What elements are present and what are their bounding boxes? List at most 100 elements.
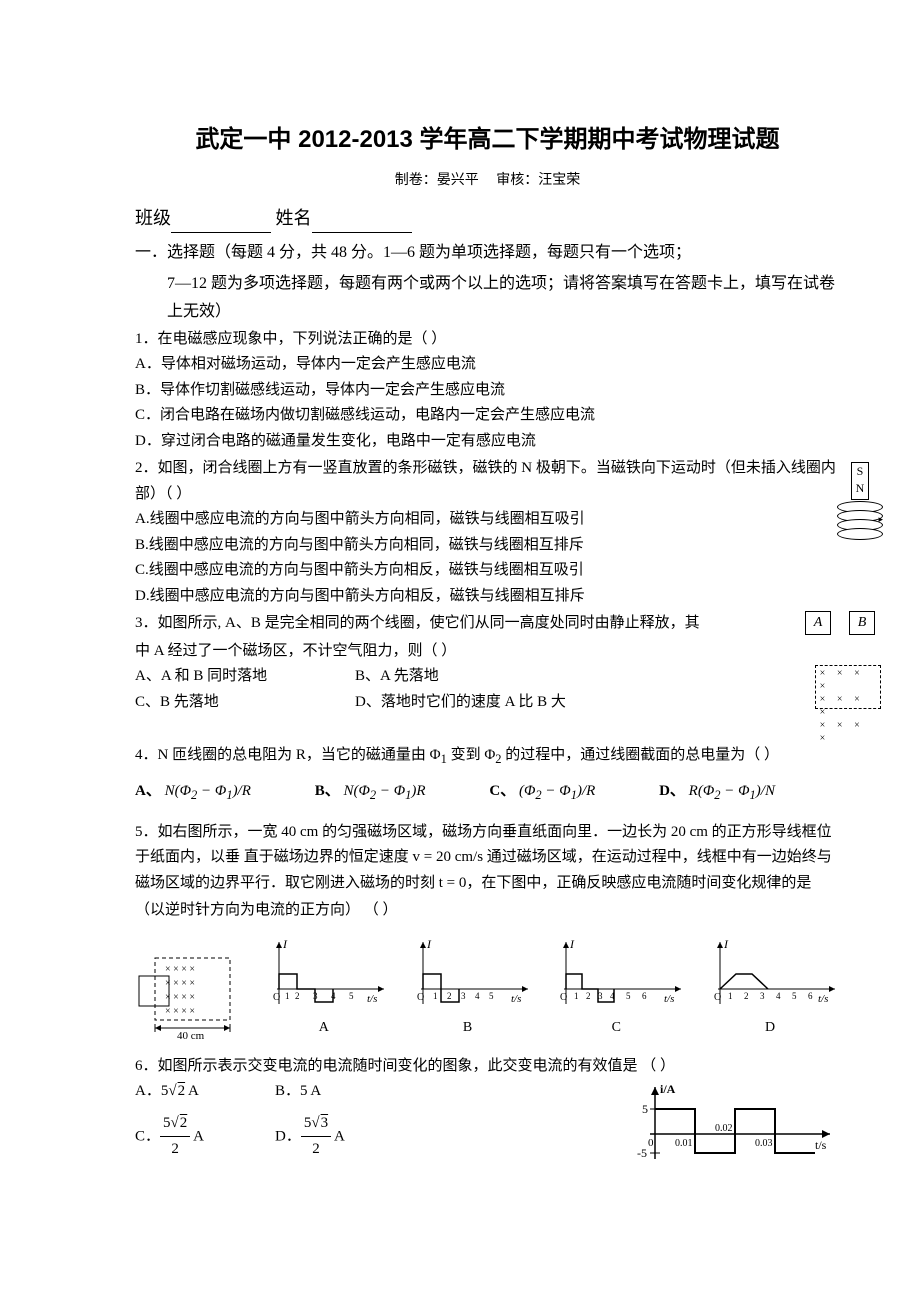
q4-stem: 4．N 匝线圈的总电阻为 R，当它的磁通量由 Φ1 变到 Φ2 的过程中，通过线… bbox=[135, 743, 840, 770]
section1-cont: 7—12 题为多项选择题，每题有两个或两个以上的选项；请将答案填写在答题卡上，填… bbox=[135, 270, 840, 324]
q3-opt-c: C、B 先落地 bbox=[135, 690, 355, 716]
q6-opt-d: D．5√32 A bbox=[275, 1111, 415, 1163]
q3-block: 3．如图所示, A、B 是完全相同的两个线圈，使它们从同一高度处同时由静止释放，… bbox=[135, 611, 840, 715]
svg-text:× × × ×: × × × × bbox=[165, 964, 195, 975]
q1-stem: 1．在电磁感应现象中，下列说法正确的是（ ） bbox=[135, 327, 840, 353]
svg-text:× × × ×: × × × × bbox=[165, 992, 195, 1003]
q6-opt-a: A．5√2 A bbox=[135, 1079, 275, 1105]
q2-opt-b: B.线圈中感应电流的方向与图中箭头方向相同，磁铁与线圈相互排斥 bbox=[135, 533, 840, 559]
svg-text:5: 5 bbox=[349, 991, 354, 1001]
svg-text:4: 4 bbox=[610, 991, 615, 1001]
svg-text:2: 2 bbox=[295, 991, 300, 1001]
q1-opt-c: C．闭合电路在磁场内做切割磁感线运动，电路内一定会产生感应电流 bbox=[135, 403, 840, 429]
svg-text:0.02: 0.02 bbox=[715, 1123, 733, 1134]
q5-label-d: D bbox=[700, 1016, 840, 1040]
name-label: 姓名 bbox=[276, 208, 312, 228]
q5-label-b: B bbox=[403, 1016, 533, 1040]
svg-text:4: 4 bbox=[475, 991, 480, 1001]
svg-text:I: I bbox=[569, 937, 575, 951]
name-field[interactable] bbox=[312, 212, 412, 234]
q5-p2: （以逆时针方向为电流的正方向） （ ） bbox=[135, 898, 840, 924]
q6-opts: A．5√2 A B．5 A C．5√22 A D．5√32 A bbox=[135, 1079, 415, 1163]
svg-text:× × × ×: × × × × bbox=[165, 978, 195, 989]
box-b: B bbox=[849, 611, 875, 635]
class-label: 班级 bbox=[135, 208, 171, 228]
svg-text:5: 5 bbox=[792, 991, 797, 1001]
q1-opt-b: B．导体作切割磁感线运动，导体内一定会产生感应电流 bbox=[135, 378, 840, 404]
q5-field-diagram: × × × × × × × × × × × × × × × × 40 cm bbox=[135, 950, 245, 1040]
q4-pre: 4．N 匝线圈的总电阻为 R，当它的磁通量由 Φ bbox=[135, 747, 441, 763]
magnet-s: S bbox=[852, 463, 868, 480]
field-svg: × × × × × × × × × × × × × × × × 40 cm bbox=[135, 950, 245, 1040]
svg-text:3: 3 bbox=[461, 991, 466, 1001]
class-name-line: 班级 姓名 bbox=[135, 203, 840, 234]
coil-icon: ▸ bbox=[830, 501, 890, 540]
q5-chart-a: I t/s O 12 3 4 5 A bbox=[259, 934, 389, 1040]
q1-opt-a: A．导体相对磁场运动，导体内一定会产生感应电流 bbox=[135, 352, 840, 378]
svg-text:2: 2 bbox=[447, 991, 452, 1001]
svg-text:5: 5 bbox=[626, 991, 631, 1001]
q4-opt-c: C、 (Φ2 − Φ1)/R bbox=[489, 779, 595, 806]
svg-text:× × × ×: × × × × bbox=[165, 1006, 195, 1017]
svg-text:I: I bbox=[723, 937, 729, 951]
q4-mid: 变到 Φ bbox=[447, 747, 495, 763]
page-title: 武定一中 2012-2013 学年高二下学期期中考试物理试题 bbox=[135, 120, 840, 161]
q5-chart-c: I t/s O 123456 C bbox=[546, 934, 686, 1040]
svg-text:4: 4 bbox=[331, 991, 336, 1001]
svg-text:40 cm: 40 cm bbox=[177, 1030, 205, 1040]
svg-text:I: I bbox=[282, 937, 288, 951]
class-field[interactable] bbox=[171, 212, 271, 234]
magnet-icon: S N bbox=[851, 462, 869, 500]
q3-opt-d: D、落地时它们的速度 A 比 B 大 bbox=[355, 690, 566, 716]
svg-text:t/s: t/s bbox=[511, 993, 521, 1005]
q6-stem: 6．如图所示表示交变电流的电流随时间变化的图象，此交变电流的有效值是 （ ） bbox=[135, 1054, 840, 1080]
q5-p1: 5．如右图所示，一宽 40 cm 的匀强磁场区域，磁场方向垂直纸面向里．一边长为… bbox=[135, 820, 840, 897]
svg-text:O: O bbox=[417, 992, 424, 1003]
q3-opts-row2: C、B 先落地 D、落地时它们的速度 A 比 B 大 bbox=[135, 690, 840, 716]
q5-chart-b: I t/s O 12345 B bbox=[403, 934, 533, 1040]
svg-text:1: 1 bbox=[285, 991, 290, 1001]
svg-text:0.01: 0.01 bbox=[675, 1138, 693, 1149]
svg-text:1: 1 bbox=[728, 991, 733, 1001]
q2-figure: S N ▸ bbox=[830, 462, 890, 540]
author-label: 制卷：晏兴平 bbox=[395, 173, 479, 188]
q3-figure: A B × × × ×× × × ×× × × × bbox=[785, 611, 895, 709]
section1-head: 一．选择题（每题 4 分，共 48 分。1—6 题为单项选择题，每题只有一个选项… bbox=[135, 239, 840, 266]
q3-opt-b: B、A 先落地 bbox=[355, 664, 439, 690]
box-a: A bbox=[805, 611, 831, 635]
svg-text:1: 1 bbox=[433, 991, 438, 1001]
svg-text:O: O bbox=[714, 992, 721, 1003]
svg-text:O: O bbox=[560, 992, 567, 1003]
svg-text:O: O bbox=[273, 992, 280, 1003]
svg-text:6: 6 bbox=[642, 991, 647, 1001]
page-subtitle: 制卷：晏兴平 审核：汪宝荣 bbox=[135, 169, 840, 193]
svg-text:t/s: t/s bbox=[815, 1138, 827, 1152]
q3-opt-a: A、A 和 B 同时落地 bbox=[135, 664, 355, 690]
q4-opt-b: B、 N(Φ2 − Φ1)R bbox=[315, 779, 426, 806]
svg-text:0: 0 bbox=[648, 1137, 654, 1149]
svg-text:t/s: t/s bbox=[367, 993, 377, 1005]
q3-stem1: 3．如图所示, A、B 是完全相同的两个线圈，使它们从同一高度处同时由静止释放，… bbox=[135, 611, 840, 637]
q4-opt-d: D、 R(Φ2 − Φ1)/N bbox=[659, 779, 775, 806]
svg-text:5: 5 bbox=[489, 991, 494, 1001]
svg-text:3: 3 bbox=[760, 991, 765, 1001]
svg-text:4: 4 bbox=[776, 991, 781, 1001]
q2-stem: 2．如图，闭合线圈上方有一竖直放置的条形磁铁，磁铁的 N 极朝下。当磁铁向下运动… bbox=[135, 456, 840, 507]
q2-opt-a: A.线圈中感应电流的方向与图中箭头方向相同，磁铁与线圈相互吸引 bbox=[135, 507, 840, 533]
q3-stem2: 中 A 经过了一个磁场区，不计空气阻力，则（ ） bbox=[135, 639, 840, 665]
q4-post: 的过程中，通过线圈截面的总电量为（ ） bbox=[502, 747, 780, 763]
svg-text:5: 5 bbox=[642, 1102, 648, 1116]
svg-text:2: 2 bbox=[586, 991, 591, 1001]
reviewer-label: 审核：汪宝荣 bbox=[496, 173, 580, 188]
svg-text:3: 3 bbox=[598, 991, 603, 1001]
svg-text:0.03: 0.03 bbox=[755, 1138, 773, 1149]
field-region-icon: × × × ×× × × ×× × × × bbox=[815, 665, 881, 709]
q5-charts: × × × × × × × × × × × × × × × × 40 cm I … bbox=[135, 934, 840, 1040]
q6-graph: i/A t/s 5 -5 0 0.01 0.02 0.03 bbox=[620, 1079, 840, 1169]
svg-text:3: 3 bbox=[313, 991, 318, 1001]
q6-row: A．5√2 A B．5 A C．5√22 A D．5√32 A i/A t/s … bbox=[135, 1079, 840, 1169]
q4-opts: A、 N(Φ2 − Φ1)/R B、 N(Φ2 − Φ1)R C、 (Φ2 − … bbox=[135, 779, 775, 806]
q6-opt-c: C．5√22 A bbox=[135, 1111, 275, 1163]
q5-label-a: A bbox=[259, 1016, 389, 1040]
q2-opt-c: C.线圈中感应电流的方向与图中箭头方向相反，磁铁与线圈相互吸引 bbox=[135, 558, 840, 584]
